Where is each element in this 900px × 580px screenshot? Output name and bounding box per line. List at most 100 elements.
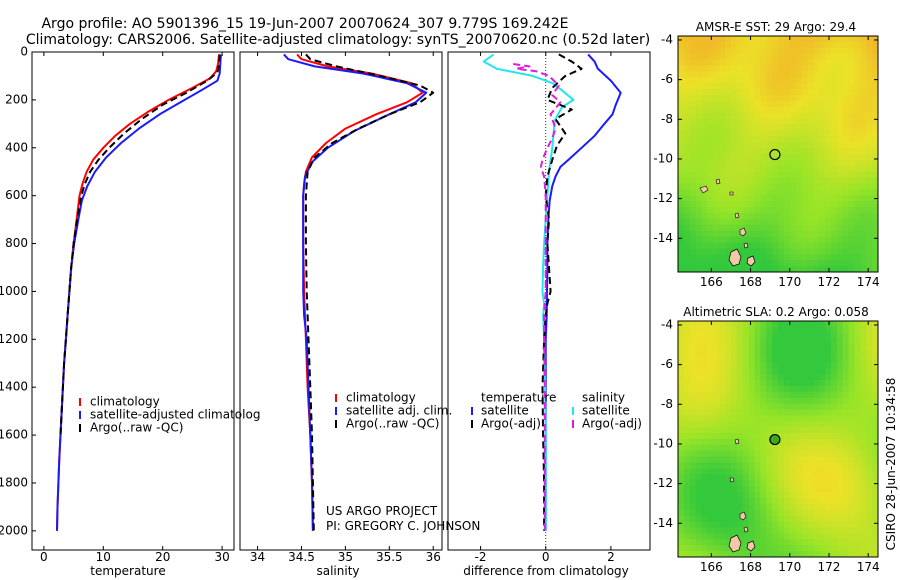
map-cell [778, 415, 785, 422]
map-cell [736, 462, 744, 470]
map-cell [795, 338, 803, 346]
map-cell [807, 218, 814, 226]
map-cell [778, 106, 785, 114]
map-cell [772, 509, 779, 517]
map-cell [872, 218, 878, 226]
map-cell [795, 486, 803, 493]
map-cell [707, 356, 714, 363]
map-y-tick-label: -12 [653, 476, 673, 490]
map-cell [854, 427, 861, 434]
map-cell [813, 326, 820, 334]
map-cell [689, 106, 697, 114]
map-cell [719, 118, 726, 126]
map-cell [695, 462, 703, 470]
map-cell [754, 154, 761, 161]
map-cell [778, 195, 785, 202]
map-cell [789, 551, 797, 557]
map-cell [854, 112, 861, 120]
map-cell [695, 474, 703, 481]
map-cell [730, 230, 738, 238]
map-cell [789, 41, 797, 49]
map-cell [730, 456, 738, 464]
map-cell [719, 242, 726, 249]
map-cell [695, 498, 703, 505]
map-cell [719, 89, 726, 96]
map-cell [778, 503, 785, 511]
map-cell [754, 77, 761, 84]
map-cell [795, 332, 803, 340]
map-cell [701, 439, 709, 446]
map-cell [772, 450, 779, 458]
map-cell [748, 450, 756, 458]
map-cell [830, 350, 838, 357]
map-cell [830, 130, 838, 137]
map-cell [689, 218, 697, 226]
map-cell [813, 403, 820, 411]
map-cell [866, 47, 873, 55]
map-cell [848, 385, 856, 393]
map-cell [830, 154, 838, 161]
map-cell [778, 207, 785, 214]
map-cell [789, 248, 797, 255]
map-cell [789, 521, 797, 529]
map-cell [707, 397, 714, 405]
map-cell [783, 142, 791, 149]
map-cell [848, 503, 856, 511]
map-cell [848, 130, 856, 137]
map-cell [760, 59, 767, 67]
map-cell [713, 533, 720, 540]
x-tick-label: 30 [214, 550, 229, 564]
map-cell [701, 480, 709, 487]
map-cell [807, 41, 814, 49]
map-cell [830, 177, 838, 185]
map-cell [836, 321, 844, 328]
map-cell [695, 254, 703, 261]
map-cell [701, 248, 709, 255]
map-cell [813, 385, 820, 393]
map-cell [842, 83, 850, 90]
map-cell [760, 154, 767, 161]
map-cell [736, 248, 744, 255]
map-cell [801, 338, 809, 346]
map-cell [842, 77, 850, 84]
map-cell [701, 433, 709, 440]
map-cell [830, 118, 838, 126]
map-cell [736, 391, 744, 399]
map-cell [854, 391, 861, 399]
map-cell [719, 415, 726, 422]
map-cell [719, 159, 726, 167]
map-cell [801, 248, 809, 255]
map-cell [725, 374, 732, 381]
map-cell [707, 468, 714, 475]
map-cell [866, 545, 873, 552]
map-cell [766, 112, 773, 120]
map-cell [795, 498, 803, 505]
map-cell [807, 77, 814, 84]
map-cell [748, 53, 756, 61]
map-cell [854, 456, 861, 464]
map-cell [783, 266, 791, 272]
map-cell [801, 415, 809, 422]
map-cell [836, 480, 844, 487]
map-cell [701, 362, 709, 369]
map-cell [795, 503, 803, 511]
map-cell [825, 41, 832, 49]
map-cell [783, 83, 791, 90]
map-cell [748, 326, 756, 334]
map-cell [707, 36, 714, 43]
map-cell [730, 53, 738, 61]
map-cell [789, 474, 797, 481]
map-cell [736, 183, 744, 190]
temperature-xlabel: temperature [90, 564, 165, 578]
map-cell [730, 468, 738, 475]
map-cell [789, 480, 797, 487]
map-cell [801, 201, 809, 208]
map-cell [695, 260, 703, 267]
map-cell [848, 415, 856, 422]
map-cell [783, 148, 791, 155]
map-cell [754, 498, 761, 505]
map-cell [778, 36, 785, 43]
map-cell [842, 474, 850, 481]
map-cell [760, 545, 767, 552]
map-cell [754, 344, 761, 352]
